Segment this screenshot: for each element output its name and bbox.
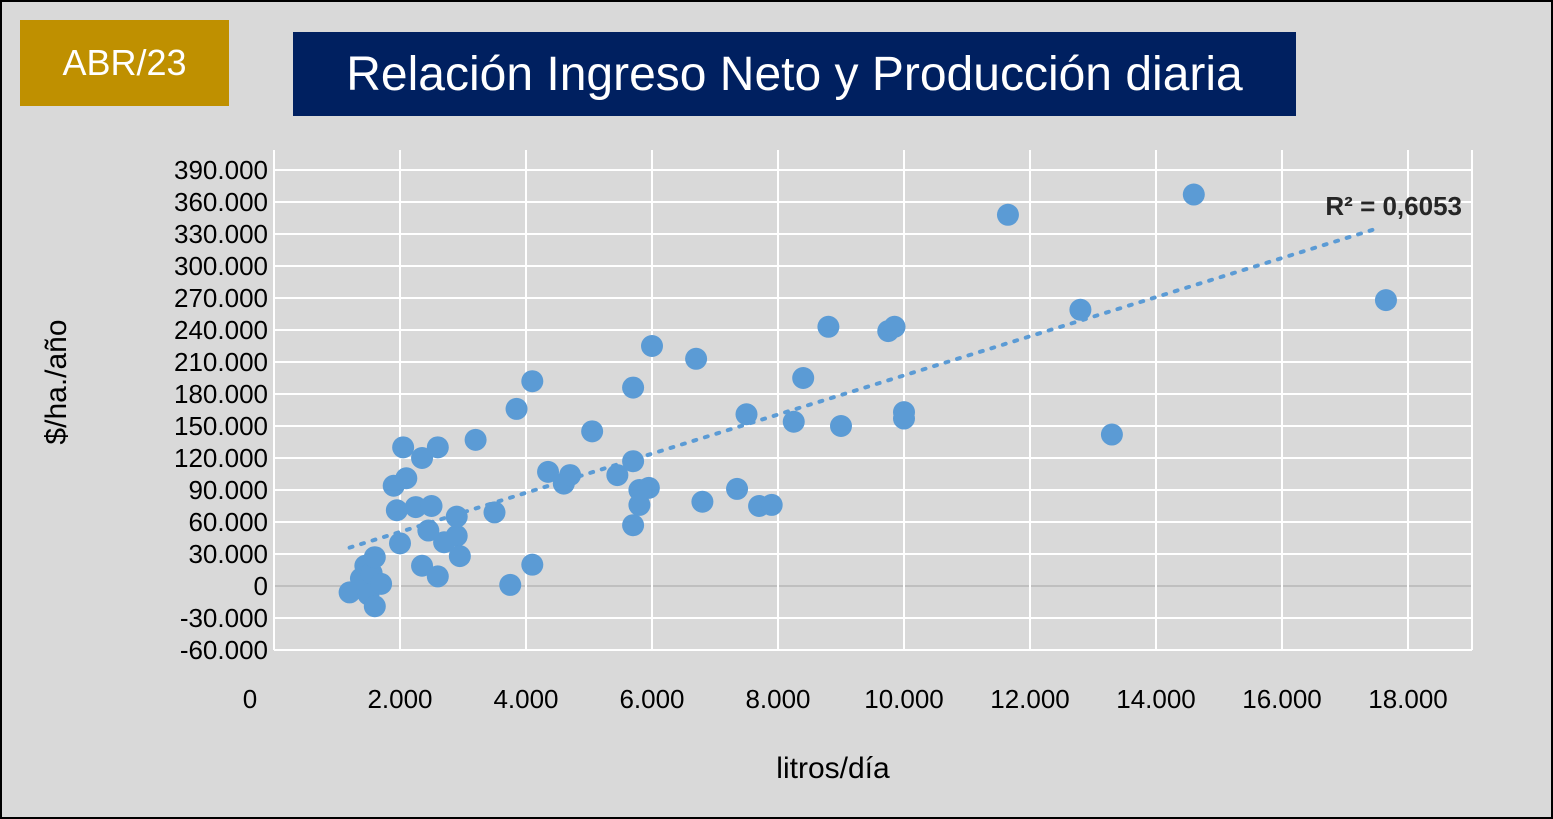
y-tick-label: 0	[254, 571, 268, 601]
x-tick-label: 2.000	[367, 684, 432, 714]
period-badge: ABR/23	[20, 20, 229, 106]
data-point	[537, 460, 560, 483]
data-point	[426, 565, 449, 588]
data-point	[404, 496, 427, 519]
data-point	[1182, 183, 1205, 206]
data-point	[1374, 289, 1397, 312]
r-squared-annotation: R² = 0,6053	[1325, 191, 1462, 221]
y-tick-label: 210.000	[174, 347, 268, 377]
x-axis-label: litros/día	[776, 752, 890, 785]
y-tick-label: 390.000	[174, 155, 268, 185]
data-point	[370, 572, 393, 595]
y-tick-label: -30.000	[180, 603, 268, 633]
data-point	[637, 476, 660, 499]
data-point	[1100, 423, 1123, 446]
x-tick-label: 18.000	[1368, 684, 1448, 714]
x-tick-label: 4.000	[493, 684, 558, 714]
y-axis-ticks: 390.000360.000330.000300.000270.000240.0…	[174, 155, 268, 665]
data-point	[411, 447, 434, 469]
data-point	[389, 532, 411, 555]
data-point	[641, 335, 663, 357]
data-point	[628, 493, 651, 516]
data-point	[521, 553, 544, 576]
data-point	[395, 467, 418, 490]
y-tick-label: 240.000	[174, 315, 268, 345]
data-point	[426, 436, 449, 459]
data-point	[726, 477, 749, 500]
data-point	[622, 514, 645, 537]
data-point	[445, 505, 468, 528]
data-point	[830, 415, 852, 437]
y-tick-label: 180.000	[174, 379, 268, 409]
x-tick-label: 12.000	[990, 684, 1070, 714]
chart-title: Relación Ingreso Neto y Producción diari…	[293, 32, 1296, 116]
x-tick-label: 0	[243, 684, 257, 714]
data-point	[782, 410, 805, 433]
x-axis-ticks: 0 2.000 4.000 6.000 8.000 10.000 12.000 14.000 1…	[243, 684, 1448, 714]
data-point	[499, 573, 522, 596]
data-point	[448, 545, 471, 568]
y-tick-label: 30.000	[188, 539, 268, 569]
data-point	[817, 315, 840, 338]
data-point	[483, 501, 506, 524]
data-point	[1069, 298, 1092, 321]
data-point	[792, 367, 815, 389]
data-point	[363, 595, 386, 618]
x-tick-label: 16.000	[1242, 684, 1322, 714]
data-point	[464, 428, 487, 451]
x-tick-label: 10.000	[864, 684, 944, 714]
y-tick-label: 150.000	[174, 411, 268, 441]
data-point	[581, 420, 604, 443]
grid-lines	[273, 150, 1473, 651]
data-points	[338, 183, 1397, 618]
data-point	[417, 519, 440, 542]
x-tick-label: 14.000	[1116, 684, 1196, 714]
data-point	[760, 493, 783, 516]
x-tick-label: 8.000	[745, 684, 810, 714]
y-tick-label: 60.000	[188, 507, 268, 537]
data-point	[996, 203, 1019, 226]
data-point	[606, 464, 629, 487]
data-point	[411, 554, 434, 577]
data-point	[883, 315, 906, 338]
trendline	[347, 226, 1379, 550]
data-point	[521, 370, 544, 393]
x-tick-label: 6.000	[619, 684, 684, 714]
y-axis-label: $/ha./año	[40, 319, 73, 444]
data-point	[505, 397, 528, 420]
y-tick-label: 270.000	[174, 283, 268, 313]
data-point	[622, 450, 645, 473]
y-tick-label: 360.000	[174, 187, 268, 217]
data-point	[420, 495, 443, 517]
data-point	[363, 546, 386, 569]
data-point	[893, 407, 915, 430]
data-point	[559, 464, 582, 487]
y-tick-label: 90.000	[188, 475, 268, 505]
y-tick-label: 300.000	[174, 251, 268, 281]
y-tick-label: -60.000	[180, 635, 268, 665]
data-point	[622, 376, 645, 399]
data-point	[385, 499, 408, 522]
data-point	[392, 436, 415, 459]
y-tick-label: 330.000	[174, 219, 268, 249]
data-point	[685, 347, 708, 370]
data-point	[445, 524, 468, 547]
data-point	[735, 403, 758, 426]
y-tick-label: 120.000	[174, 443, 268, 473]
data-point	[691, 490, 714, 513]
